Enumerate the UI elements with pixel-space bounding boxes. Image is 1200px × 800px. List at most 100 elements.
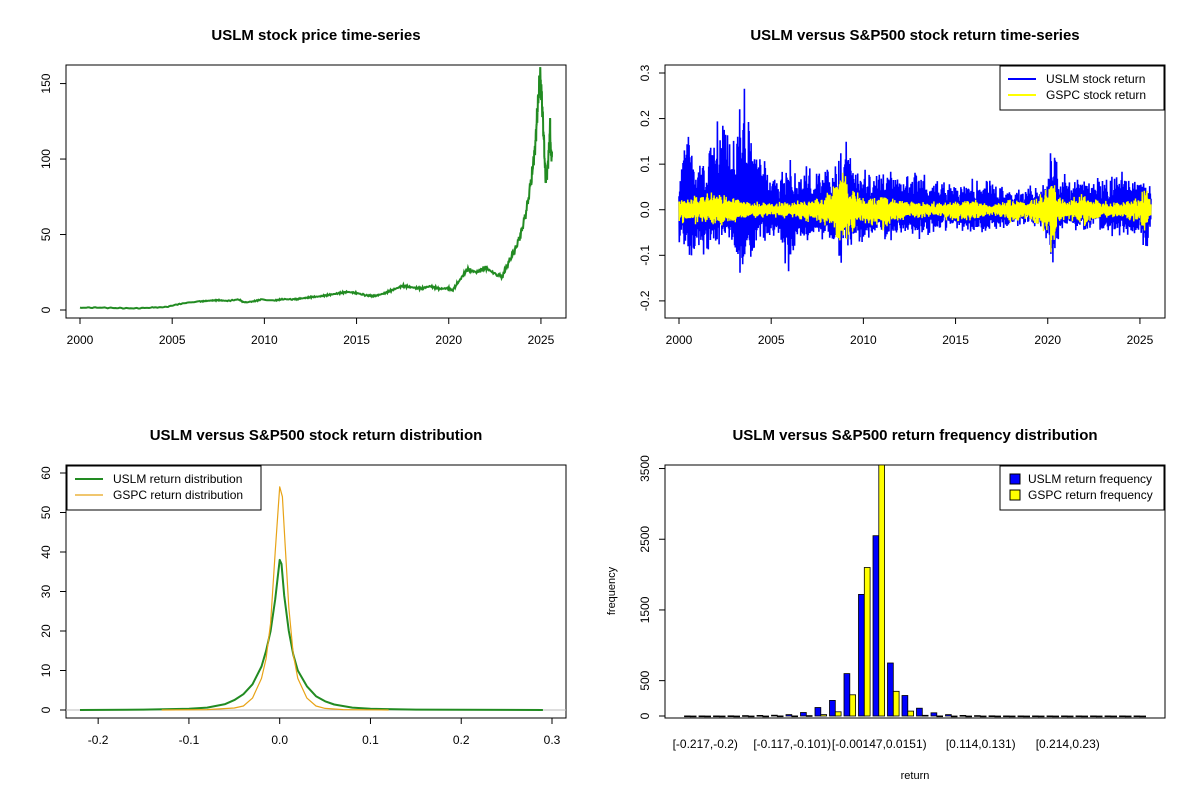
gspc-frequency-bar <box>965 715 972 718</box>
x-tick-label: 0.1 <box>362 733 379 747</box>
gspc-frequency-bar <box>1066 715 1074 718</box>
chart-title: USLM versus S&P500 return frequency dist… <box>732 427 1097 444</box>
gspc-frequency-bar <box>762 715 769 718</box>
y-tick-label: 100 <box>39 149 53 169</box>
gspc-frequency-bar <box>733 715 740 718</box>
legend-swatch <box>1009 473 1021 485</box>
gspc-return-line <box>678 172 1152 253</box>
gspc-frequency-bar <box>1110 715 1118 718</box>
x-tick-label: 2025 <box>1127 333 1154 347</box>
uslm-frequency-bar <box>1061 715 1068 718</box>
uslm-frequency-bar <box>945 714 952 717</box>
legend-entry-label: GSPC return distribution <box>113 488 243 502</box>
y-tick-label: 10 <box>39 664 53 678</box>
uslm-frequency-bar <box>916 707 923 717</box>
uslm-frequency-bar <box>988 715 996 717</box>
gspc-frequency-bar <box>689 715 697 718</box>
gspc-frequency-bar <box>805 715 813 717</box>
y-tick-label: 150 <box>39 73 53 93</box>
x-category-label: [0.114,0.131) <box>946 737 1016 751</box>
chart-title: USLM versus S&P500 stock return distribu… <box>150 427 483 444</box>
uslm-frequency-bar <box>785 714 793 717</box>
gspc-frequency-bar <box>863 567 871 717</box>
gspc-frequency-bar <box>1037 715 1045 718</box>
uslm-frequency-bar <box>829 700 836 717</box>
uslm-frequency-bar <box>1075 715 1083 718</box>
uslm-frequency-bar <box>858 594 865 717</box>
y-tick-label: -0.2 <box>638 290 652 311</box>
chart-panel-4: USLM versus S&P500 return frequency dist… <box>606 427 1166 782</box>
gspc-frequency-bar <box>704 715 711 718</box>
gspc-frequency-bar <box>1023 715 1030 718</box>
x-tick-label: 0.3 <box>544 733 561 747</box>
y-tick-label: 1500 <box>638 596 652 623</box>
gspc-frequency-bar <box>1139 715 1147 718</box>
y-tick-label: 0.0 <box>638 201 652 218</box>
uslm-price-line <box>79 66 553 310</box>
x-tick-label: 2020 <box>1034 333 1061 347</box>
uslm-frequency-bar <box>1104 715 1112 718</box>
y-tick-label: 500 <box>638 670 652 690</box>
x-tick-label: 2015 <box>942 333 969 347</box>
uslm-frequency-bar <box>756 715 764 717</box>
gspc-frequency-bar <box>979 715 987 718</box>
uslm-frequency-bar <box>901 695 909 717</box>
y-tick-label: 0 <box>39 706 53 713</box>
gspc-frequency-bar <box>776 715 784 718</box>
x-tick-label: 2015 <box>343 333 370 347</box>
gspc-frequency-bar <box>747 715 755 718</box>
gspc-frequency-bar <box>994 715 1001 718</box>
y-tick-label: 2500 <box>638 526 652 553</box>
legend-entry-label: USLM return frequency <box>1028 472 1152 486</box>
gspc-frequency-bar <box>892 690 900 717</box>
legend-entry-label: GSPC stock return <box>1046 88 1146 102</box>
uslm-frequency-bar <box>1133 715 1141 718</box>
uslm-frequency-bar <box>1119 715 1126 718</box>
gspc-frequency-bar <box>834 711 842 717</box>
plot-frame <box>65 64 567 319</box>
uslm-return-line <box>678 88 1152 273</box>
gspc-frequency-bar <box>878 464 885 717</box>
gspc-frequency-bar <box>921 714 929 717</box>
y-tick-label: 30 <box>39 585 53 599</box>
uslm-frequency-bar <box>1046 715 1054 718</box>
chart-title: USLM versus S&P500 stock return time-ser… <box>750 27 1079 44</box>
legend: USLM return distribution GSPC return dist… <box>66 465 262 511</box>
chart-panel-3: USLM versus S&P500 stock return distribu… <box>39 427 567 747</box>
y-tick-label: 50 <box>39 228 53 242</box>
uslm-frequency-bar <box>713 715 720 718</box>
uslm-frequency-bar <box>727 715 735 717</box>
uslm-frequency-bar <box>1003 715 1010 718</box>
uslm-frequency-bar <box>872 535 880 717</box>
legend-entry-label: GSPC return frequency <box>1028 488 1153 502</box>
y-tick-label: 3500 <box>638 455 652 482</box>
gspc-frequency-bar <box>1095 715 1103 718</box>
chart-panel-1: USLM stock price time-series 2000 2005 2010… <box>39 27 567 347</box>
uslm-density-line <box>79 558 543 711</box>
x-tick-label: -0.1 <box>179 733 200 747</box>
uslm-frequency-bar <box>800 712 807 717</box>
uslm-frequency-bar <box>1032 715 1039 718</box>
x-tick-label: 2010 <box>850 333 877 347</box>
gspc-frequency-bar <box>1052 715 1060 718</box>
x-tick-label: 2025 <box>528 333 555 347</box>
x-axis-title: return <box>901 770 930 782</box>
x-tick-label: 0.2 <box>453 733 470 747</box>
uslm-frequency-bar <box>698 715 706 718</box>
x-tick-label: 2000 <box>67 333 94 347</box>
legend: USLM stock return GSPC stock return <box>999 65 1165 111</box>
y-tick-label: 0 <box>638 712 652 719</box>
uslm-frequency-bar <box>843 673 851 717</box>
x-tick-label: 2020 <box>435 333 462 347</box>
uslm-frequency-bar <box>887 662 894 717</box>
y-tick-label: -0.1 <box>638 245 652 266</box>
x-category-label: [0.214,0.23) <box>1036 737 1100 751</box>
uslm-frequency-bar <box>974 715 981 717</box>
y-tick-label: 20 <box>39 624 53 638</box>
x-tick-label: 2005 <box>758 333 785 347</box>
gspc-frequency-bar <box>1081 715 1089 718</box>
y-tick-label: 0.3 <box>638 64 652 81</box>
gspc-frequency-bar <box>820 714 827 717</box>
y-tick-label: 0.2 <box>638 110 652 127</box>
